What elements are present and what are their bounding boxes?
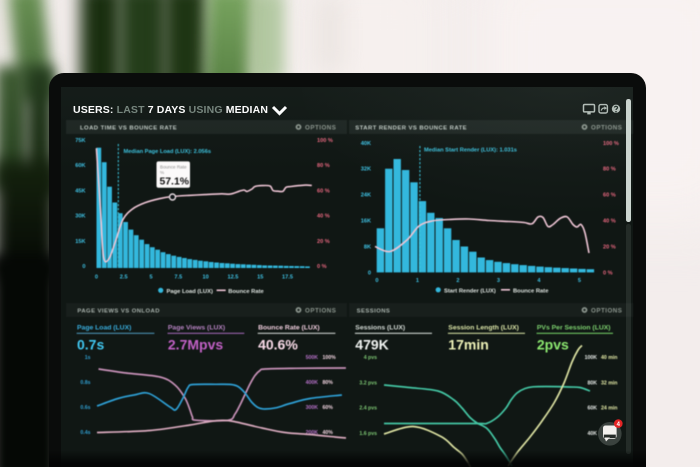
svg-text:40 %: 40 % — [317, 214, 330, 220]
svg-text:15: 15 — [257, 275, 263, 281]
svg-text:4: 4 — [537, 278, 541, 284]
svg-text:2.5: 2.5 — [120, 275, 128, 281]
svg-text:17.5: 17.5 — [282, 275, 293, 281]
svg-text:60 %: 60 % — [603, 193, 616, 199]
svg-text:0 %: 0 % — [603, 270, 613, 276]
svg-text:300K: 300K — [306, 405, 319, 411]
svg-text:8K: 8K — [364, 244, 371, 250]
svg-text:OPTIONS: OPTIONS — [305, 308, 336, 315]
svg-text:PVs Per Session (LUX): PVs Per Session (LUX) — [537, 325, 611, 332]
svg-text:40.6%: 40.6% — [258, 337, 298, 353]
svg-text:40 %: 40 % — [603, 219, 616, 225]
svg-text:%: % — [160, 170, 164, 175]
svg-text:0: 0 — [375, 278, 378, 284]
svg-text:60K: 60K — [587, 406, 597, 412]
svg-text:100K: 100K — [585, 355, 598, 361]
svg-text:5: 5 — [149, 275, 152, 281]
svg-text:60 %: 60 % — [317, 188, 330, 194]
svg-text:4 pvs: 4 pvs — [364, 355, 377, 361]
svg-text:40K: 40K — [587, 431, 597, 437]
svg-text:Bounce Rate: Bounce Rate — [228, 289, 264, 295]
svg-text:0: 0 — [368, 270, 371, 276]
svg-text:2.7Mpvs: 2.7Mpvs — [168, 337, 223, 353]
svg-text:15K: 15K — [75, 239, 85, 245]
svg-text:SESSIONS: SESSIONS — [357, 309, 391, 315]
svg-text:0.4s: 0.4s — [80, 430, 90, 436]
svg-text:2pvs: 2pvs — [537, 337, 569, 353]
svg-text:OPTIONS: OPTIONS — [591, 308, 622, 315]
svg-text:500K: 500K — [306, 355, 319, 361]
svg-text:24K: 24K — [361, 193, 371, 199]
svg-text:20 %: 20 % — [603, 244, 616, 250]
svg-text:OPTIONS: OPTIONS — [591, 125, 622, 132]
svg-text:Bounce Rate (LUX): Bounce Rate (LUX) — [258, 325, 320, 332]
svg-text:12.5: 12.5 — [227, 275, 238, 281]
svg-text:1.6 pvs: 1.6 pvs — [359, 431, 377, 437]
svg-text:START RENDER VS BOUNCE RATE: START RENDER VS BOUNCE RATE — [355, 126, 467, 132]
svg-text:2.4 pvs: 2.4 pvs — [359, 406, 377, 412]
svg-text:100%: 100% — [323, 355, 337, 361]
svg-text:60%: 60% — [323, 405, 334, 411]
svg-text:5: 5 — [578, 278, 581, 284]
svg-text:3.2 pvs: 3.2 pvs — [359, 380, 377, 386]
svg-text:OPTIONS: OPTIONS — [305, 125, 336, 132]
svg-text:Page Views (LUX): Page Views (LUX) — [168, 325, 225, 332]
svg-text:0.6s: 0.6s — [80, 405, 90, 411]
svg-text:24 min: 24 min — [601, 406, 617, 412]
svg-text:75K: 75K — [75, 138, 85, 144]
svg-text:7.5: 7.5 — [174, 275, 182, 281]
svg-text:100 %: 100 % — [317, 138, 333, 144]
svg-text:32K: 32K — [361, 167, 371, 173]
svg-text:0 %: 0 % — [317, 264, 327, 270]
svg-text:0: 0 — [95, 275, 98, 281]
svg-text:60K: 60K — [75, 163, 85, 169]
svg-text:80K: 80K — [587, 380, 597, 386]
svg-text:40 min: 40 min — [601, 355, 617, 361]
svg-text:0: 0 — [82, 264, 85, 270]
svg-text:0.7s: 0.7s — [77, 337, 104, 353]
svg-text:Bounce Rate: Bounce Rate — [160, 165, 187, 170]
svg-text:Start Render (LUX): Start Render (LUX) — [444, 288, 496, 294]
svg-text:16K: 16K — [361, 219, 371, 225]
svg-text:PAGE VIEWS VS ONLOAD: PAGE VIEWS VS ONLOAD — [77, 309, 160, 315]
svg-text:80 %: 80 % — [317, 163, 330, 169]
svg-text:10: 10 — [202, 275, 208, 281]
svg-text:Median Start Render (LUX): 1.0: Median Start Render (LUX): 1.031s — [424, 148, 517, 154]
svg-text:80 %: 80 % — [603, 167, 616, 173]
svg-text:20 %: 20 % — [317, 239, 330, 245]
svg-text:1: 1 — [416, 278, 419, 284]
svg-text:4: 4 — [617, 422, 621, 428]
svg-text:17min: 17min — [448, 337, 488, 353]
svg-text:479K: 479K — [355, 337, 388, 353]
svg-text:LOAD TIME VS BOUNCE RATE: LOAD TIME VS BOUNCE RATE — [80, 126, 177, 132]
svg-text:Page Load (LUX): Page Load (LUX) — [77, 325, 131, 332]
svg-text:32 min: 32 min — [601, 380, 617, 386]
svg-text:30K: 30K — [75, 214, 85, 220]
svg-text:80%: 80% — [323, 380, 334, 386]
svg-text:100 %: 100 % — [603, 141, 619, 147]
svg-text:Median Page Load (LUX): 2.056s: Median Page Load (LUX): 2.056s — [124, 149, 212, 155]
svg-text:0.8s: 0.8s — [80, 380, 90, 386]
svg-text:400K: 400K — [306, 380, 319, 386]
svg-text:3: 3 — [497, 278, 500, 284]
svg-text:40K: 40K — [361, 141, 371, 147]
svg-text:Sessions (LUX): Sessions (LUX) — [355, 325, 405, 332]
svg-text:200K: 200K — [306, 430, 319, 436]
svg-text:45K: 45K — [75, 188, 85, 194]
svg-text:Page Load (LUX): Page Load (LUX) — [167, 289, 213, 295]
svg-text:2: 2 — [456, 278, 459, 284]
svg-text:40%: 40% — [323, 430, 334, 436]
svg-text:1s: 1s — [85, 355, 91, 361]
svg-text:Bounce Rate: Bounce Rate — [513, 288, 549, 294]
svg-text:57.1%: 57.1% — [160, 177, 189, 188]
svg-text:Session Length (LUX): Session Length (LUX) — [448, 325, 519, 332]
